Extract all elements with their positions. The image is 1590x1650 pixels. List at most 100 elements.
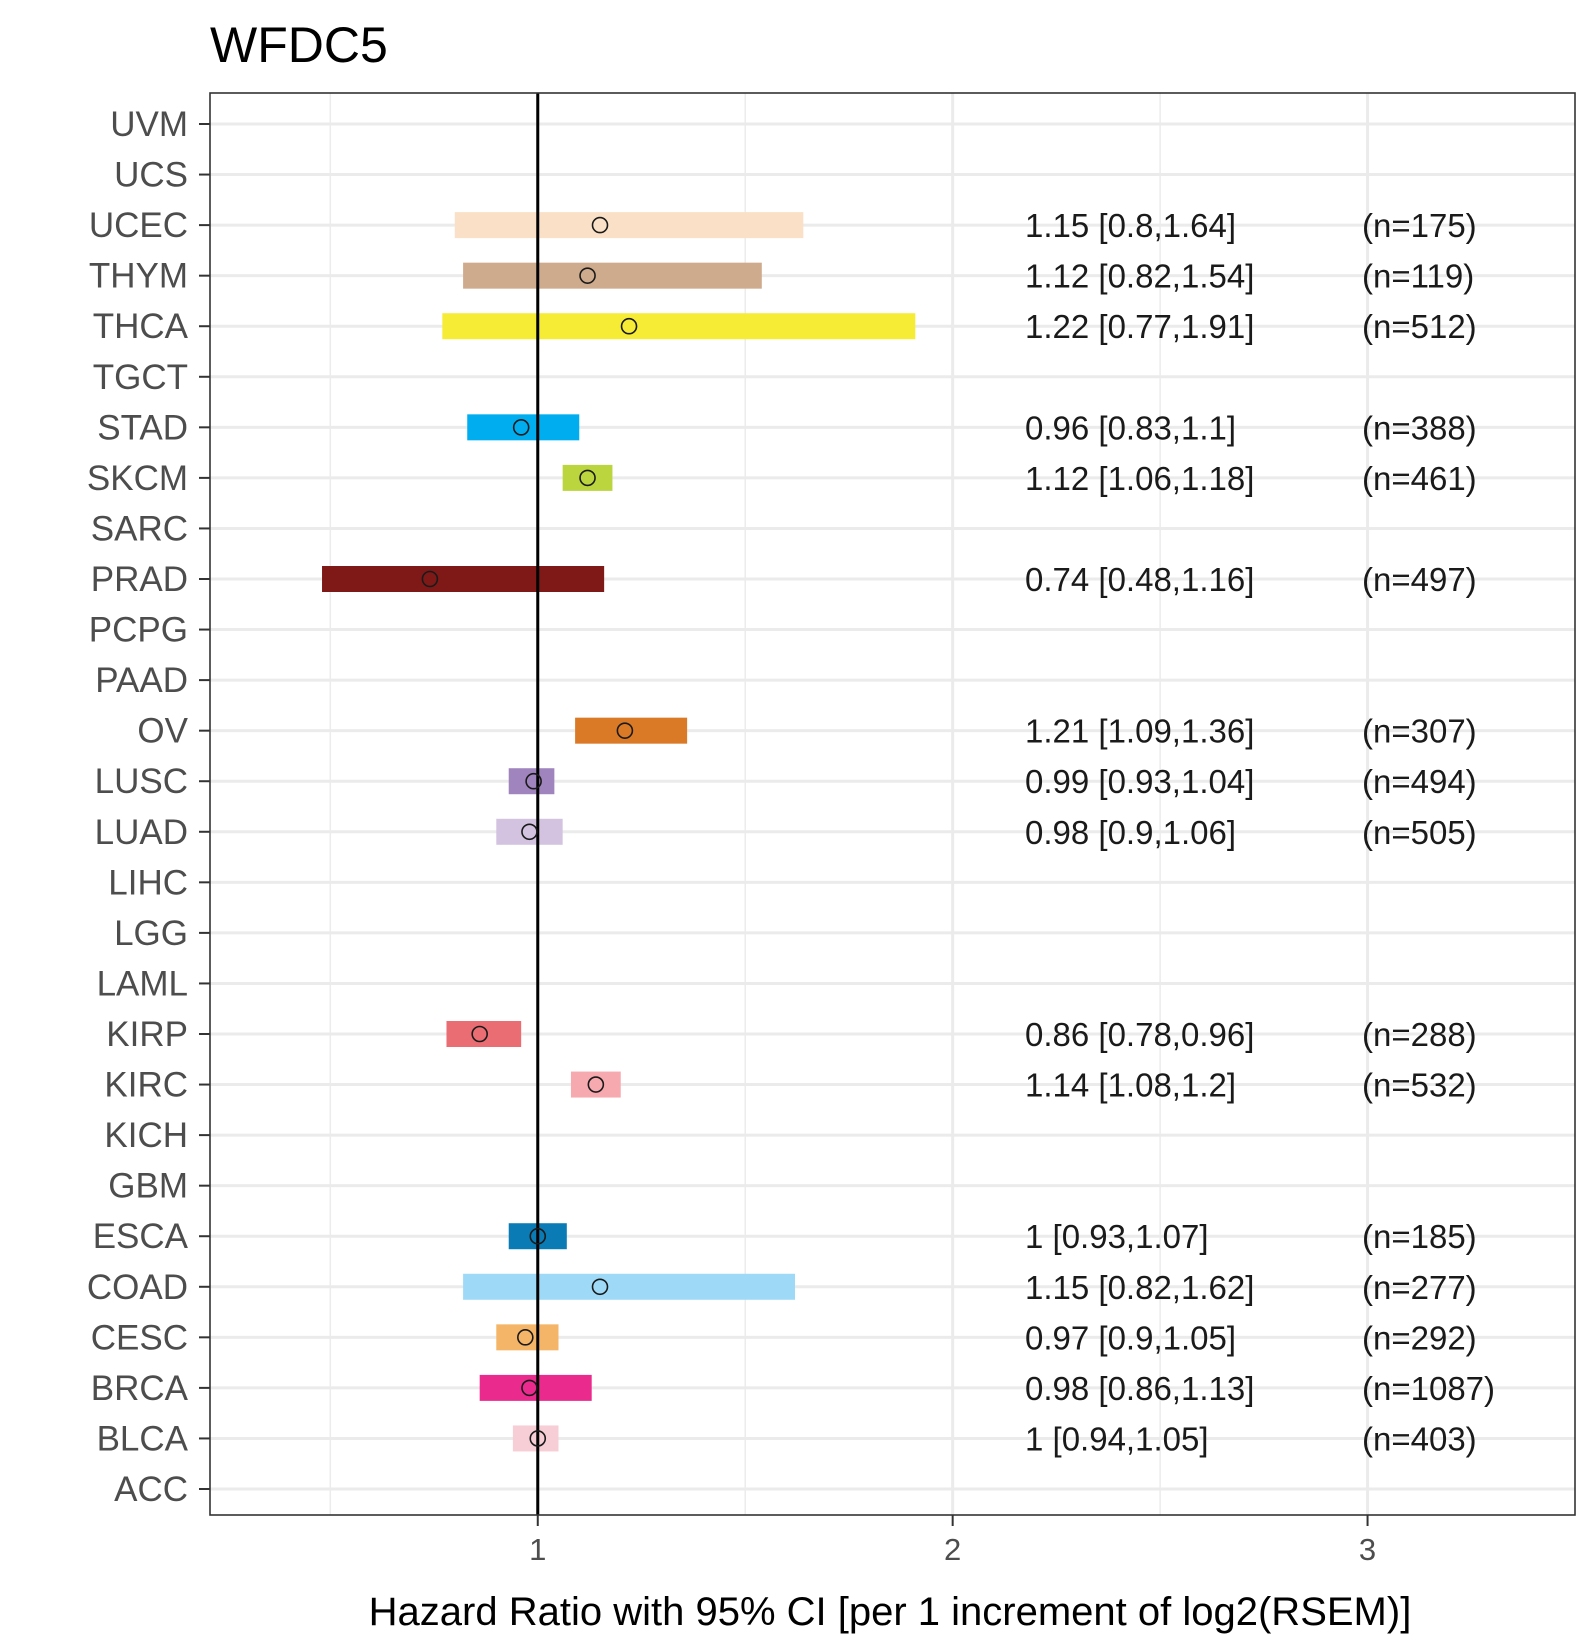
y-tick-label-lgg: LGG [114,914,188,953]
y-tick-label-sarc: SARC [91,509,188,548]
ci-bar-thym [463,262,762,289]
sample-size-label-kirc: (n=532) [1362,1067,1477,1104]
x-tick-label: 2 [944,1532,961,1567]
sample-size-label-cesc: (n=292) [1362,1319,1477,1356]
ci-bar-skcm [562,464,613,491]
sample-size-label-stad: (n=388) [1362,409,1477,446]
y-tick-label-brca: BRCA [91,1369,189,1408]
sample-size-label-thym: (n=119) [1362,258,1474,295]
y-tick-label-stad: STAD [97,408,188,447]
hr-ci-label-luad: 0.98 [0.9,1.06] [1025,814,1236,851]
y-tick-label-lusc: LUSC [95,762,188,801]
y-tick-label-prad: PRAD [91,560,188,599]
hr-ci-label-skcm: 1.12 [1.06,1.18] [1025,460,1254,497]
y-tick-label-blca: BLCA [97,1419,189,1458]
y-tick-label-paad: PAAD [95,661,188,700]
y-tick-label-uvm: UVM [110,105,188,144]
sample-size-label-blca: (n=403) [1362,1420,1477,1457]
hr-ci-label-lusc: 0.99 [0.93,1.04] [1025,763,1254,800]
sample-size-label-skcm: (n=461) [1362,460,1477,497]
y-tick-label-skcm: SKCM [87,459,188,498]
hr-ci-label-blca: 1 [0.94,1.05] [1025,1420,1208,1457]
x-axis: 1 2 3 [529,1515,1376,1567]
hr-point-ucec [591,216,609,234]
ci-bar-coad [463,1273,795,1300]
ci-bar-brca [479,1374,592,1401]
y-tick-label-kirp: KIRP [106,1015,188,1054]
y-tick-label-luad: LUAD [95,813,188,852]
y-tick-label-kirc: KIRC [104,1066,188,1105]
hr-point-thym [579,267,596,284]
chart-title: WFDC5 [210,17,388,73]
x-tick-label: 3 [1359,1532,1376,1567]
hr-ci-label-brca: 0.98 [0.86,1.13] [1025,1370,1254,1407]
ci-bar-kirc [570,1071,621,1098]
sample-size-label-thca: (n=512) [1362,308,1477,345]
hr-point-brca [521,1379,538,1397]
hr-point-ov [616,722,634,739]
ci-bar-blca [512,1425,559,1452]
y-tick-label-acc: ACC [114,1470,188,1509]
y-tick-label-laml: LAML [97,964,188,1003]
y-tick-label-thym: THYM [89,257,188,296]
hr-point-lusc [525,772,542,790]
ci-bar-cesc [496,1324,559,1351]
y-tick-label-coad: COAD [87,1268,188,1307]
sample-size-label-esca: (n=185) [1362,1218,1477,1255]
hr-points [421,216,638,1447]
sample-size-label-lusc: (n=494) [1362,763,1477,800]
sample-size-label-coad: (n=277) [1362,1269,1477,1306]
y-tick-label-tgct: TGCT [93,358,188,397]
hr-point-esca [529,1227,547,1245]
y-tick-label-pcpg: PCPG [89,611,188,650]
y-tick-label-thca: THCA [93,307,189,346]
hr-ci-label-thca: 1.22 [0.77,1.91] [1025,308,1254,345]
ci-bar-thca [442,313,916,340]
y-tick-label-esca: ESCA [93,1217,189,1256]
hr-ci-label-coad: 1.15 [0.82,1.62] [1025,1269,1254,1306]
hr-ci-label-stad: 0.96 [0.83,1.1] [1025,409,1236,446]
ci-bar-kirp [446,1021,522,1047]
hr-ci-label-thym: 1.12 [0.82,1.54] [1025,258,1254,295]
ci-bar-ov [575,717,688,744]
ci-bar-lusc [508,768,555,795]
sample-size-label-brca: (n=1087) [1362,1370,1495,1407]
hr-point-cesc [517,1329,534,1346]
hr-point-skcm [579,469,596,487]
x-axis-title: Hazard Ratio with 95% CI [per 1 incremen… [369,1590,1412,1634]
sample-size-label-ov: (n=307) [1362,713,1477,750]
sample-size-label-ucec: (n=175) [1362,207,1477,244]
sample-size-label-luad: (n=505) [1362,814,1477,851]
hr-ci-label-ov: 1.21 [1.09,1.36] [1025,713,1254,750]
ci-bar-prad [322,566,605,592]
hr-point-luad [521,823,538,841]
hr-ci-label-esca: 1 [0.93,1.07] [1025,1218,1208,1255]
hr-point-thca [620,317,638,335]
hr-ci-label-prad: 0.74 [0.48,1.16] [1025,561,1254,598]
annotations: 1.15 [0.8,1.64] (n=175) 1.12 [0.82,1.54] (n… [1025,207,1495,1457]
sample-size-label-prad: (n=497) [1362,561,1477,598]
hr-point-blca [529,1430,547,1447]
hr-ci-label-ucec: 1.15 [0.8,1.64] [1025,207,1236,244]
y-tick-label-kich: KICH [104,1116,188,1155]
y-tick-label-ucs: UCS [114,156,188,195]
hr-ci-label-kirp: 0.86 [0.78,0.96] [1025,1016,1254,1053]
y-tick-label-ucec: UCEC [89,206,188,245]
ci-bar-luad [496,818,563,845]
hr-ci-label-kirc: 1.14 [1.08,1.2] [1025,1067,1236,1104]
hr-point-coad [591,1278,609,1296]
y-axis: UVM UCS UCEC THYM THCA TGCT STAD SKCM SARC PRAD PC… [87,105,210,1509]
hr-point-stad [512,419,530,436]
y-tick-label-cesc: CESC [91,1318,188,1357]
panel-border [209,92,1576,1516]
hr-point-kirc [587,1076,605,1093]
ci-bar-ucec [454,212,804,239]
ci-bar-stad [467,414,580,441]
y-tick-label-lihc: LIHC [108,863,188,902]
hr-point-prad [421,570,439,588]
y-tick-label-ov: OV [137,712,188,751]
x-tick-label: 1 [529,1532,546,1567]
hr-point-kirp [471,1025,488,1043]
hr-ci-label-cesc: 0.97 [0.9,1.05] [1025,1319,1236,1356]
